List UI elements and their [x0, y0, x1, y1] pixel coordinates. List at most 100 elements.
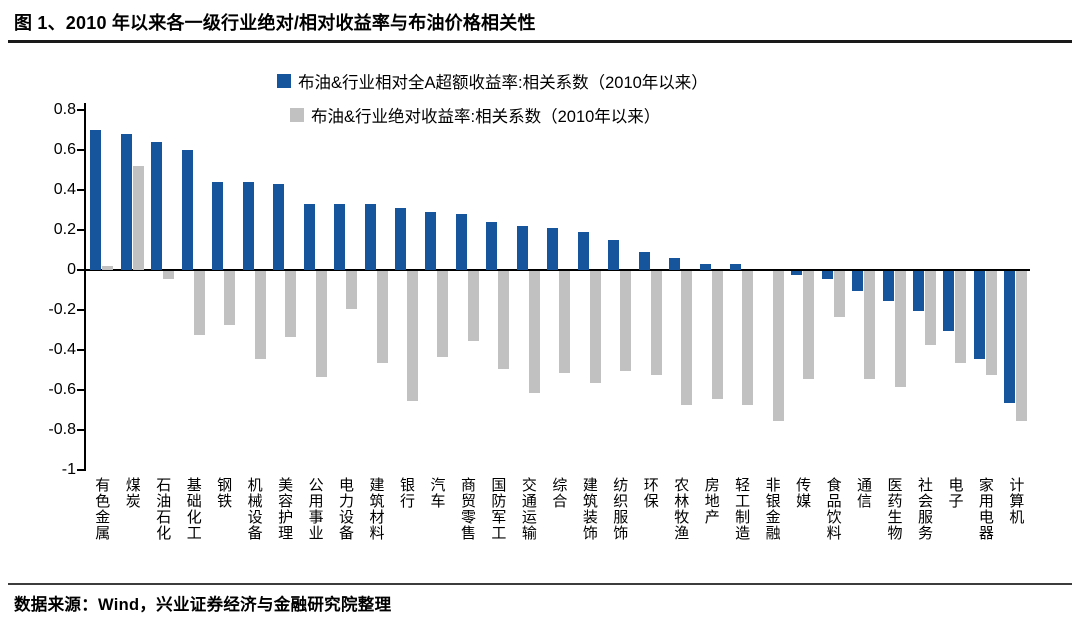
x-label-25: 通信 [855, 477, 873, 509]
bar-absolute-8 [346, 271, 358, 310]
bar-relative-5 [242, 182, 254, 270]
x-label-1: 煤炭 [123, 477, 141, 509]
y-axis-tick [77, 469, 84, 471]
bar-relative-0 [90, 130, 102, 270]
legend-label-absolute: 布油&行业绝对收益率:相关系数（2010年以来） [311, 108, 661, 126]
bar-absolute-18 [650, 271, 662, 376]
bar-absolute-12 [467, 271, 479, 342]
bar-absolute-30 [1016, 271, 1028, 422]
x-label-13: 国防军工 [489, 477, 507, 541]
bar-relative-7 [303, 204, 315, 270]
bar-relative-25 [852, 271, 864, 292]
x-label-28: 电子 [946, 477, 964, 509]
x-label-21: 轻工制造 [733, 477, 751, 541]
bar-absolute-5 [254, 271, 266, 360]
bar-relative-30 [1004, 271, 1016, 404]
y-axis-line [84, 103, 86, 471]
y-tick-label: 0.8 [53, 101, 76, 118]
y-tick-label: 0.6 [53, 141, 76, 158]
x-label-4: 钢铁 [215, 477, 233, 509]
y-tick-label: 0.4 [53, 181, 76, 198]
x-label-7: 公用事业 [306, 477, 324, 541]
legend-swatch-absolute [290, 108, 304, 122]
x-label-0: 有色金属 [93, 477, 111, 541]
x-label-10: 银行 [398, 477, 415, 509]
bar-absolute-25 [864, 271, 876, 380]
y-tick-label: -0.4 [48, 341, 76, 358]
x-label-24: 食品饮料 [824, 477, 842, 541]
legend-label-relative: 布油&行业相对全A超额收益率:相关系数（2010年以来） [298, 74, 708, 92]
x-label-22: 非银金融 [763, 477, 781, 541]
y-tick-label: -0.2 [48, 301, 76, 318]
bar-relative-2 [151, 142, 163, 270]
bar-absolute-15 [559, 271, 571, 374]
bar-absolute-14 [528, 271, 540, 394]
bar-absolute-27 [924, 271, 936, 346]
x-label-30: 计算机 [1007, 477, 1025, 525]
bar-absolute-26 [894, 271, 906, 388]
bar-relative-14 [516, 226, 528, 270]
title-underline [8, 40, 1072, 43]
legend-item-relative-return: 布油&行业相对全A超额收益率:相关系数（2010年以来） [277, 64, 708, 98]
zero-baseline [86, 269, 1030, 272]
bar-relative-12 [455, 214, 467, 270]
bar-relative-29 [973, 271, 985, 360]
bar-absolute-29 [985, 271, 997, 376]
x-label-12: 商贸零售 [458, 477, 476, 541]
y-axis-tick [77, 349, 84, 351]
bar-absolute-9 [376, 271, 388, 364]
bar-relative-26 [882, 271, 894, 302]
legend-swatch-relative [277, 74, 291, 88]
bar-absolute-28 [955, 271, 967, 364]
y-tick-label: 0 [67, 261, 76, 278]
x-label-18: 环保 [641, 477, 659, 509]
bar-relative-15 [547, 228, 559, 270]
y-axis-tick [77, 229, 84, 231]
bar-absolute-23 [803, 271, 815, 380]
x-label-3: 基础化工 [184, 477, 202, 541]
x-label-6: 美容护理 [276, 477, 294, 541]
bar-absolute-19 [681, 271, 693, 406]
x-label-2: 石油石化 [154, 477, 172, 541]
y-tick-label: 0.2 [53, 221, 76, 238]
bar-absolute-13 [498, 271, 510, 370]
bar-relative-10 [395, 208, 406, 270]
bar-relative-3 [181, 150, 193, 270]
bar-absolute-0 [102, 266, 114, 270]
x-label-9: 建筑材料 [367, 477, 385, 541]
bar-absolute-1 [132, 166, 144, 270]
bar-relative-11 [425, 212, 437, 270]
bar-absolute-24 [833, 271, 845, 318]
bar-absolute-4 [224, 271, 236, 326]
bar-absolute-6 [285, 271, 297, 338]
bar-absolute-22 [772, 271, 784, 422]
bar-absolute-16 [589, 271, 601, 384]
bar-relative-17 [608, 240, 620, 270]
bar-relative-9 [364, 204, 376, 270]
bar-relative-19 [669, 258, 681, 270]
bar-absolute-11 [437, 271, 449, 358]
bar-absolute-7 [315, 271, 327, 378]
bar-relative-16 [577, 232, 589, 270]
y-axis-tick [77, 189, 84, 191]
bar-relative-20 [699, 264, 711, 270]
bar-relative-21 [730, 264, 742, 270]
bar-relative-27 [912, 271, 924, 312]
data-source: 数据来源：Wind，兴业证券经济与金融研究院整理 [14, 596, 392, 614]
x-label-11: 汽车 [428, 477, 446, 509]
x-label-16: 建筑装饰 [580, 477, 598, 541]
y-axis-tick [77, 389, 84, 391]
chart-legend: 布油&行业相对全A超额收益率:相关系数（2010年以来） 布油&行业绝对收益率:… [277, 64, 708, 132]
bar-relative-24 [821, 271, 833, 280]
bar-relative-8 [334, 204, 346, 270]
x-label-19: 农林牧渔 [672, 477, 690, 541]
bar-relative-6 [273, 184, 285, 270]
bar-absolute-10 [407, 271, 418, 402]
x-label-29: 家用电器 [976, 477, 994, 541]
bar-absolute-20 [711, 271, 723, 400]
legend-item-absolute-return: 布油&行业绝对收益率:相关系数（2010年以来） [290, 98, 708, 132]
x-label-27: 社会服务 [915, 477, 933, 541]
bar-relative-18 [638, 252, 650, 270]
bar-absolute-21 [742, 271, 754, 406]
